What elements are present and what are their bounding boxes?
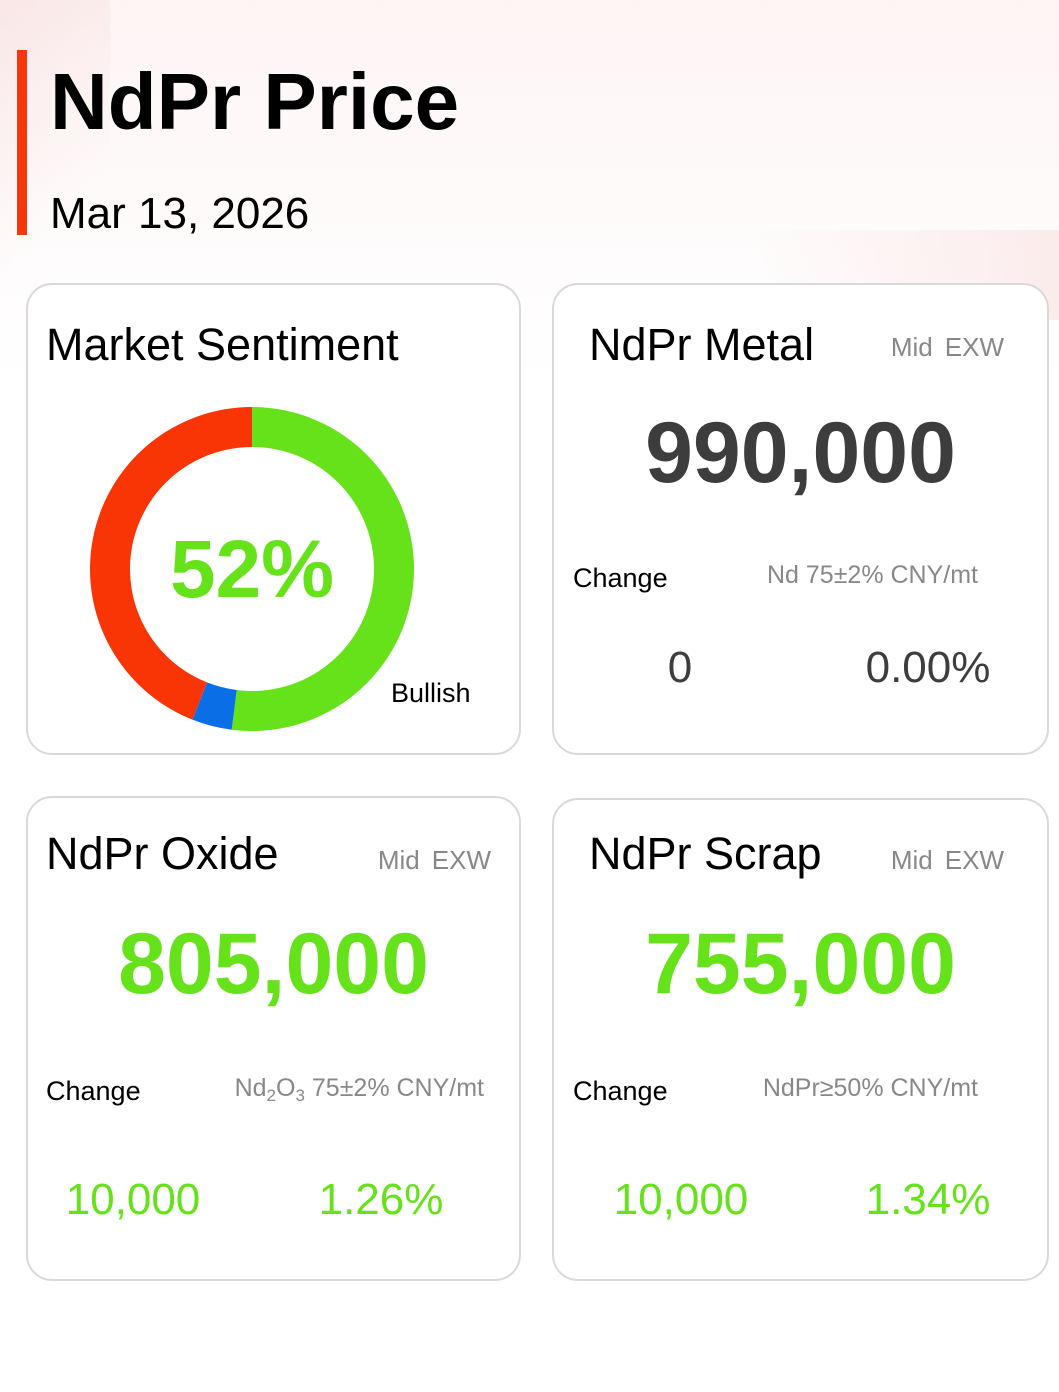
scrap-change-percent: 1.34% — [865, 1175, 991, 1224]
metal-change-label: Change — [573, 563, 668, 593]
page-date: Mar 13, 2026 — [50, 189, 310, 238]
donut-segment-bullish — [231, 407, 414, 731]
oxide-tag-exw: EXW — [431, 845, 491, 875]
scrap-tag-mid: Mid — [890, 845, 933, 875]
scrap-spec: NdPr≥50% CNY/mt — [762, 1074, 978, 1102]
metal-change-percent: 0.00% — [865, 643, 991, 692]
sentiment-caption: Bullish — [391, 678, 471, 708]
scrap-change-label: Change — [573, 1076, 668, 1106]
metal-change-value: 0 — [667, 643, 693, 692]
ndpr-scrap-card: NdPr Scrap Mid EXW 755,000 Change NdPr≥50… — [552, 798, 1049, 1281]
oxide-change-label: Change — [46, 1076, 141, 1106]
oxide-spec: Nd2O3 75±2% CNY/mt — [234, 1074, 484, 1105]
scrap-tag-exw: EXW — [944, 845, 1004, 875]
sentiment-percent: 52% — [169, 524, 335, 615]
metal-price: 990,000 — [645, 405, 956, 501]
metal-tags: Mid EXW — [891, 332, 1004, 362]
page-title: NdPr Price — [50, 57, 460, 146]
oxide-tag-mid: Mid — [377, 845, 420, 875]
metal-tag-exw: EXW — [944, 332, 1004, 362]
metal-title: NdPr Metal — [589, 319, 815, 370]
title-accent-bar — [17, 50, 27, 235]
market-sentiment-title: Market Sentiment — [46, 319, 399, 370]
metal-tag-mid: Mid — [890, 332, 933, 362]
oxide-title: NdPr Oxide — [46, 828, 279, 879]
scrap-price: 755,000 — [645, 916, 956, 1012]
oxide-change-percent: 1.26% — [318, 1175, 444, 1224]
ndpr-oxide-card: NdPr Oxide Mid EXW 805,000 Change Nd2O3 7… — [26, 796, 521, 1281]
ndpr-metal-card: NdPr Metal Mid EXW 990,000 Change Nd 75±2… — [552, 283, 1049, 755]
oxide-tags: Mid EXW — [378, 845, 491, 875]
scrap-tags: Mid EXW — [891, 845, 1004, 875]
donut-segment-neutral — [192, 682, 237, 730]
oxide-change-value: 10,000 — [65, 1175, 201, 1224]
donut-segment-bearish — [90, 407, 252, 720]
scrap-title: NdPr Scrap — [589, 828, 822, 879]
sentiment-donut-chart — [90, 407, 414, 731]
market-sentiment-card: Market Sentiment 52% Bullish — [26, 283, 521, 755]
oxide-price: 805,000 — [118, 916, 429, 1012]
scrap-change-value: 10,000 — [613, 1175, 749, 1224]
metal-spec: Nd 75±2% CNY/mt — [766, 561, 978, 589]
